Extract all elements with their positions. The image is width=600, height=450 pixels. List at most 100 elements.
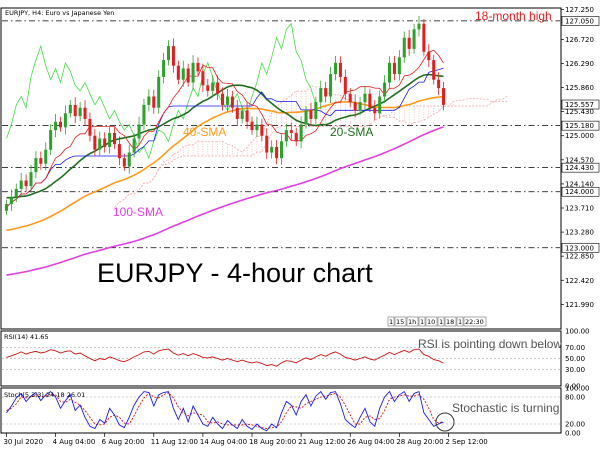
price-y-axis: 127.250 126.720 126.290 125.860 125.430 125.0… <box>561 6 600 309</box>
candle-body <box>383 82 387 97</box>
candle-body <box>319 88 323 103</box>
candle-body <box>191 62 195 83</box>
candle-body <box>103 138 107 147</box>
candle-body <box>216 82 220 94</box>
candle-body <box>333 62 338 75</box>
time-x-axis: 30 Jul 2020 4 Aug 04:00 6 Aug 20:00 11 Aug … <box>3 433 488 446</box>
symbol-label: EURJPY, H4: Euro vs Japanese Yen <box>5 9 114 17</box>
price-tick-label: 125.430 <box>565 108 594 116</box>
level-price-box <box>561 16 600 26</box>
tenkan-sen-line <box>6 49 444 208</box>
candle-body <box>368 93 372 108</box>
time-tick-label: 2 Sep 12:00 <box>445 438 487 446</box>
candle-body <box>304 110 308 125</box>
candle-body <box>221 93 225 105</box>
candle-body <box>83 107 87 119</box>
annotation-40-sma: 40-SMA <box>183 125 226 139</box>
candle-body <box>112 132 117 145</box>
candle-body <box>363 93 367 103</box>
candle-body <box>387 62 392 83</box>
timeframe-box <box>387 316 395 327</box>
rsi-tick-label: 0.00 <box>565 383 581 391</box>
candle-body <box>442 88 446 105</box>
candle-body <box>206 85 210 91</box>
price-tick-label: 123.710 <box>565 204 594 212</box>
candle-body <box>338 62 342 77</box>
candle-body <box>265 135 269 153</box>
timeframe-box <box>456 316 464 327</box>
current-price-box <box>561 99 600 110</box>
level-price-label: 125.180 <box>565 122 594 130</box>
candle-body <box>358 102 362 111</box>
timeframe-label: 18 <box>446 318 454 326</box>
candle-body <box>329 74 333 97</box>
candle-body <box>378 96 382 114</box>
timeframe-box <box>418 316 426 327</box>
timeframe-label: 1 <box>389 318 393 326</box>
rsi-tick-label: 50.00 <box>565 355 585 363</box>
timeframe-box <box>425 316 438 327</box>
candle-body <box>260 124 264 136</box>
timeframe-label: 1 <box>439 318 443 326</box>
candle-body <box>88 118 92 136</box>
candle-body <box>407 37 411 49</box>
candle-body <box>373 107 377 114</box>
candle-body <box>211 82 215 91</box>
candle-body <box>230 96 234 108</box>
candle-body <box>78 107 82 117</box>
candle-body <box>432 60 436 80</box>
timeframe-toolbar[interactable]: 1 15 1h 1 10 1 18 1 22:30 <box>387 316 487 327</box>
time-tick-label: 11 Aug 12:00 <box>151 438 198 446</box>
candle-body <box>24 180 28 187</box>
stoch-label: Stoch(5,3,3) 24.18 26.01 <box>4 391 85 399</box>
timeframe-box <box>406 316 419 327</box>
time-tick-label: 18 Aug 20:00 <box>249 438 296 446</box>
time-tick-label: 4 Aug 04:00 <box>53 438 96 446</box>
rsi-line <box>6 348 444 367</box>
candle-body <box>73 104 77 117</box>
time-tick-label: 21 Aug 12:00 <box>298 438 345 446</box>
candle-body <box>29 172 33 187</box>
candle-body <box>108 132 112 147</box>
candle-body <box>392 62 396 75</box>
candle-body <box>255 124 259 131</box>
stoch-tick-label: 0.00 <box>565 430 581 438</box>
candle-body <box>324 88 328 97</box>
level-price-box <box>561 162 600 173</box>
candles <box>4 15 446 215</box>
candle-body <box>93 135 97 150</box>
candle-body <box>437 79 441 89</box>
senkou-span-b <box>114 101 508 208</box>
candle-body <box>171 46 175 66</box>
rsi-tick-label: 30.00 <box>565 366 585 374</box>
candle-body <box>289 130 293 133</box>
price-tick-label: 122.850 <box>565 253 594 261</box>
candle-body <box>34 158 38 173</box>
candle-body <box>225 96 229 105</box>
candle-body <box>19 180 23 189</box>
price-tick-label: 126.290 <box>565 60 594 68</box>
stoch-tick-label: 100.00 <box>565 385 590 393</box>
stoch-panel-frame <box>0 387 562 434</box>
level-price-box <box>561 186 600 197</box>
candle-body <box>314 102 318 119</box>
timeframe-box <box>394 316 407 327</box>
time-tick-label: 30 Jul 2020 <box>3 438 43 446</box>
price-tick-label: 122.420 <box>565 277 594 285</box>
candle-body <box>422 23 426 52</box>
candle-body <box>132 138 136 153</box>
candle-body <box>142 104 146 125</box>
candle-body <box>270 146 274 153</box>
time-tick-label: 26 Aug 04:00 <box>347 438 394 446</box>
annotation-18-month-high: 18-month high <box>475 9 552 23</box>
candle-body <box>117 144 121 159</box>
annotation-20-sma: 20-SMA <box>330 125 373 139</box>
candle-body <box>240 110 244 119</box>
candle-body <box>122 158 126 167</box>
grid-layer <box>2 20 560 249</box>
candle-body <box>176 65 180 80</box>
candle-body <box>39 158 43 164</box>
timeframe-label: 15 <box>396 318 404 326</box>
candle-body <box>152 96 156 108</box>
